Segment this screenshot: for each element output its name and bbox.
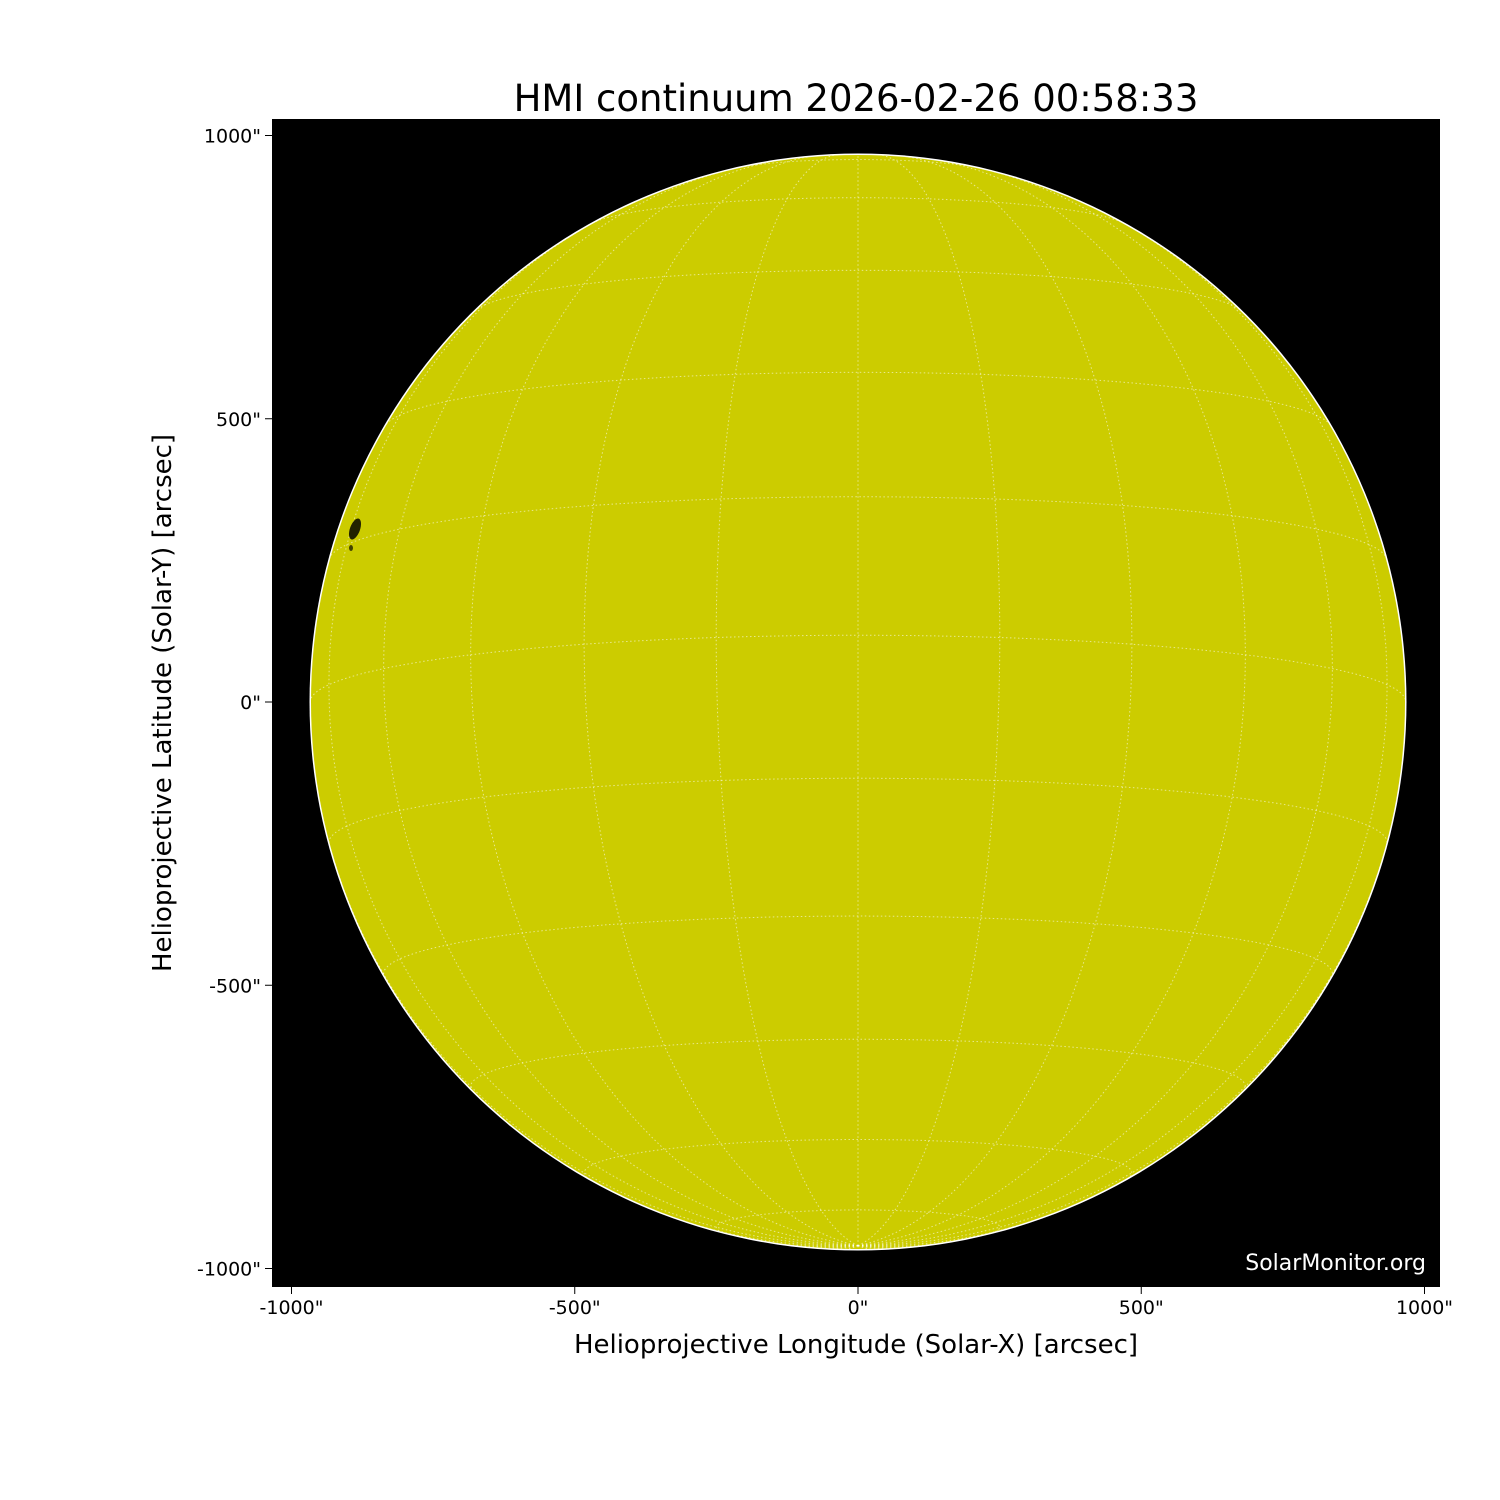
- grid-line: [715, 154, 859, 1247]
- grid-line: [470, 1038, 1246, 1092]
- grid-line: [383, 915, 1333, 979]
- grid-line: [328, 777, 1388, 843]
- grid-line: [857, 1205, 1074, 1247]
- axis-ticks: -1000" -500" 0" 500" 1000" 1000" 500" 0" -500" -1…: [197, 126, 1453, 1320]
- x-tick-label: 500": [1119, 1297, 1164, 1319]
- grid-line: [583, 156, 859, 1247]
- y-tick-label: -1000": [197, 1259, 261, 1281]
- watermark: SolarMonitor.org: [1245, 1251, 1426, 1276]
- heliographic-grid: [310, 154, 1406, 1250]
- grid-line: [474, 269, 1242, 312]
- chart-title: HMI continuum 2026-02-26 00:58:33: [514, 77, 1199, 120]
- grid-line: [642, 1205, 859, 1247]
- x-tick-label: -1000": [260, 1297, 324, 1319]
- grid-line: [328, 496, 1388, 560]
- grid-line: [310, 634, 1406, 703]
- x-tick-label: -500": [549, 1297, 601, 1319]
- grid-line: [857, 1245, 873, 1250]
- x-tick-label: 0": [848, 1297, 869, 1319]
- y-tick-label: 1000": [204, 126, 261, 148]
- sunspot: [349, 545, 353, 551]
- grid-line: [857, 154, 1001, 1247]
- grid-line: [857, 156, 1133, 1247]
- y-tick-label: -500": [209, 975, 261, 997]
- y-axis-label: Helioprojective Latitude (Solar-Y) [arcs…: [148, 434, 178, 972]
- grid-line: [385, 371, 1331, 425]
- grid-line: [383, 165, 859, 1247]
- y-tick-label: 0": [240, 692, 261, 714]
- sunspot: [348, 518, 362, 540]
- grid-line: [843, 1245, 859, 1250]
- x-tick-label: 1000": [1396, 1297, 1453, 1319]
- y-tick-label: 500": [216, 409, 261, 431]
- solar-disk: [311, 155, 1405, 1249]
- x-axis-label: Helioprojective Longitude (Solar-X) [arc…: [574, 1330, 1138, 1360]
- grid-line: [857, 165, 1333, 1247]
- grid-line: [857, 1240, 957, 1248]
- grid-line: [759, 1240, 859, 1248]
- grid-line: [583, 1139, 1133, 1181]
- grid-line: [857, 1245, 912, 1249]
